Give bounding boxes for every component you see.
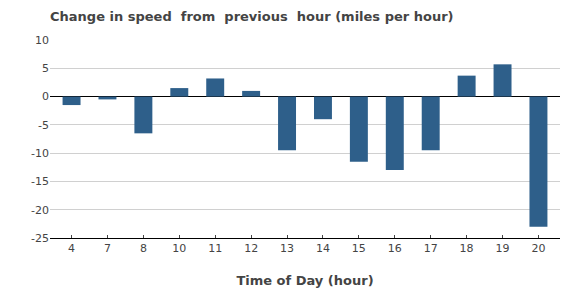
svg-text:10: 10 bbox=[35, 34, 49, 47]
svg-text:-10: -10 bbox=[31, 147, 49, 160]
svg-text:0: 0 bbox=[42, 90, 49, 103]
svg-text:16: 16 bbox=[388, 242, 402, 255]
svg-text:11: 11 bbox=[208, 242, 222, 255]
svg-text:14: 14 bbox=[316, 242, 330, 255]
svg-text:-25: -25 bbox=[31, 232, 49, 245]
svg-text:-15: -15 bbox=[31, 175, 49, 188]
svg-text:12: 12 bbox=[244, 242, 258, 255]
svg-text:10: 10 bbox=[172, 242, 186, 255]
svg-text:20: 20 bbox=[531, 242, 545, 255]
svg-text:Change in speed from previou: Change in speed from previous hour (mile… bbox=[50, 9, 454, 24]
svg-text:18: 18 bbox=[460, 242, 474, 255]
svg-text:7: 7 bbox=[104, 242, 111, 255]
svg-text:-5: -5 bbox=[38, 119, 49, 132]
svg-text:8: 8 bbox=[140, 242, 147, 255]
svg-text:5: 5 bbox=[42, 62, 49, 75]
svg-text:-20: -20 bbox=[31, 204, 49, 217]
svg-text:17: 17 bbox=[424, 242, 438, 255]
svg-text:13: 13 bbox=[280, 242, 294, 255]
svg-text:4: 4 bbox=[68, 242, 75, 255]
svg-text:15: 15 bbox=[352, 242, 366, 255]
svg-text:Time of Day (hour): Time of Day (hour) bbox=[236, 273, 373, 288]
svg-text:19: 19 bbox=[496, 242, 510, 255]
